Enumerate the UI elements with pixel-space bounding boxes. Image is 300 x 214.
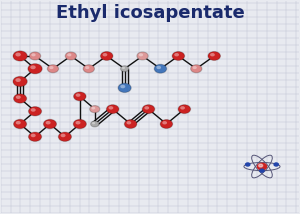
Circle shape <box>139 53 143 56</box>
Circle shape <box>180 106 185 110</box>
Circle shape <box>73 119 86 129</box>
Circle shape <box>178 105 190 114</box>
Text: Ethyl icosapentate: Ethyl icosapentate <box>56 4 244 22</box>
Circle shape <box>47 65 58 73</box>
Circle shape <box>31 134 36 137</box>
Circle shape <box>124 120 137 128</box>
Circle shape <box>65 52 76 60</box>
Circle shape <box>154 64 167 73</box>
Circle shape <box>49 66 53 69</box>
Circle shape <box>15 53 21 56</box>
Circle shape <box>120 85 125 88</box>
Circle shape <box>28 64 42 74</box>
Circle shape <box>83 65 94 73</box>
Circle shape <box>109 106 113 110</box>
Circle shape <box>91 121 99 127</box>
Circle shape <box>118 83 131 92</box>
Circle shape <box>67 53 71 56</box>
Circle shape <box>92 107 95 110</box>
Circle shape <box>137 52 148 60</box>
Circle shape <box>30 65 36 69</box>
Circle shape <box>122 67 125 69</box>
Circle shape <box>103 53 107 56</box>
Circle shape <box>74 92 86 101</box>
Circle shape <box>13 51 27 61</box>
Circle shape <box>100 52 113 60</box>
Circle shape <box>92 122 95 124</box>
Circle shape <box>61 134 66 137</box>
Circle shape <box>106 105 119 114</box>
Circle shape <box>28 107 42 116</box>
Circle shape <box>156 66 161 69</box>
Circle shape <box>58 132 71 141</box>
Circle shape <box>210 53 215 56</box>
Circle shape <box>29 52 41 60</box>
Circle shape <box>172 52 184 60</box>
Circle shape <box>85 66 89 69</box>
Circle shape <box>16 95 21 99</box>
Circle shape <box>76 94 80 97</box>
Circle shape <box>260 169 264 172</box>
Circle shape <box>15 78 21 82</box>
Circle shape <box>144 106 149 110</box>
Circle shape <box>46 121 51 125</box>
Circle shape <box>76 121 80 125</box>
Circle shape <box>31 53 36 56</box>
Circle shape <box>162 121 167 125</box>
Circle shape <box>28 132 42 141</box>
Circle shape <box>257 163 267 170</box>
Circle shape <box>13 76 27 87</box>
Circle shape <box>90 106 100 113</box>
Circle shape <box>259 164 262 167</box>
Circle shape <box>274 163 278 166</box>
Circle shape <box>127 121 131 125</box>
Circle shape <box>193 66 197 69</box>
Circle shape <box>174 53 179 56</box>
Circle shape <box>16 121 21 125</box>
Circle shape <box>44 119 56 129</box>
Circle shape <box>120 66 129 72</box>
Circle shape <box>14 94 27 103</box>
Circle shape <box>160 120 173 128</box>
Circle shape <box>31 108 36 112</box>
Circle shape <box>14 119 27 129</box>
Circle shape <box>190 65 202 73</box>
Circle shape <box>142 105 155 114</box>
Circle shape <box>246 163 250 166</box>
Circle shape <box>208 52 220 60</box>
